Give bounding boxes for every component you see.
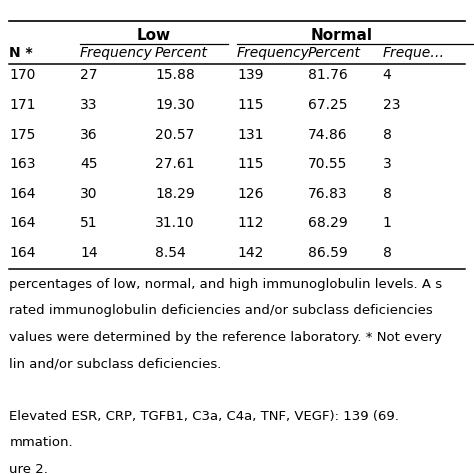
- Text: lin and/or subclass deficiencies.: lin and/or subclass deficiencies.: [9, 357, 222, 370]
- Text: 70.55: 70.55: [308, 157, 347, 171]
- Text: 8: 8: [383, 187, 392, 201]
- Text: 142: 142: [237, 246, 264, 260]
- Text: 164: 164: [9, 187, 36, 201]
- Text: 126: 126: [237, 187, 264, 201]
- Text: 164: 164: [9, 246, 36, 260]
- Text: 67.25: 67.25: [308, 98, 347, 112]
- Text: 51: 51: [80, 216, 98, 230]
- Text: Low: Low: [137, 28, 171, 43]
- Text: 81.76: 81.76: [308, 68, 347, 82]
- Text: 31.10: 31.10: [155, 216, 195, 230]
- Text: rated immunoglobulin deficiencies and/or subclass deficiencies: rated immunoglobulin deficiencies and/or…: [9, 304, 433, 318]
- Text: 20.57: 20.57: [155, 128, 194, 142]
- Text: values were determined by the reference laboratory. * Not every: values were determined by the reference …: [9, 331, 442, 344]
- Text: Frequency: Frequency: [80, 46, 153, 60]
- Text: 3: 3: [383, 157, 392, 171]
- Text: 164: 164: [9, 216, 36, 230]
- Text: 112: 112: [237, 216, 264, 230]
- Text: 15.88: 15.88: [155, 68, 195, 82]
- Text: 33: 33: [80, 98, 98, 112]
- Text: 131: 131: [237, 128, 264, 142]
- Text: ure 2.: ure 2.: [9, 463, 48, 474]
- Text: Frequency: Frequency: [237, 46, 310, 60]
- Text: 163: 163: [9, 157, 36, 171]
- Text: Percent: Percent: [155, 46, 208, 60]
- Text: N *: N *: [9, 46, 33, 60]
- Text: 30: 30: [80, 187, 98, 201]
- Text: 68.29: 68.29: [308, 216, 347, 230]
- Text: 36: 36: [80, 128, 98, 142]
- Text: 8: 8: [383, 246, 392, 260]
- Text: Elevated ESR, CRP, TGFB1, C3a, C4a, TNF, VEGF): 139 (69.: Elevated ESR, CRP, TGFB1, C3a, C4a, TNF,…: [9, 410, 400, 423]
- Text: 74.86: 74.86: [308, 128, 347, 142]
- Text: 1: 1: [383, 216, 392, 230]
- Text: 175: 175: [9, 128, 36, 142]
- Text: 4: 4: [383, 68, 392, 82]
- Text: 14: 14: [80, 246, 98, 260]
- Text: Freque…: Freque…: [383, 46, 445, 60]
- Text: 27.61: 27.61: [155, 157, 195, 171]
- Text: Percent: Percent: [308, 46, 361, 60]
- Text: 139: 139: [237, 68, 264, 82]
- Text: 23: 23: [383, 98, 400, 112]
- Text: 18.29: 18.29: [155, 187, 195, 201]
- Text: 45: 45: [80, 157, 98, 171]
- Text: 170: 170: [9, 68, 36, 82]
- Text: 171: 171: [9, 98, 36, 112]
- Text: Normal: Normal: [310, 28, 373, 43]
- Text: 86.59: 86.59: [308, 246, 347, 260]
- Text: 8.54: 8.54: [155, 246, 186, 260]
- Text: 27: 27: [80, 68, 98, 82]
- Text: 115: 115: [237, 157, 264, 171]
- Text: 19.30: 19.30: [155, 98, 195, 112]
- Text: mmation.: mmation.: [9, 436, 73, 449]
- Text: 8: 8: [383, 128, 392, 142]
- Text: 115: 115: [237, 98, 264, 112]
- Text: percentages of low, normal, and high immunoglobulin levels. A s: percentages of low, normal, and high imm…: [9, 278, 443, 291]
- Text: 76.83: 76.83: [308, 187, 347, 201]
